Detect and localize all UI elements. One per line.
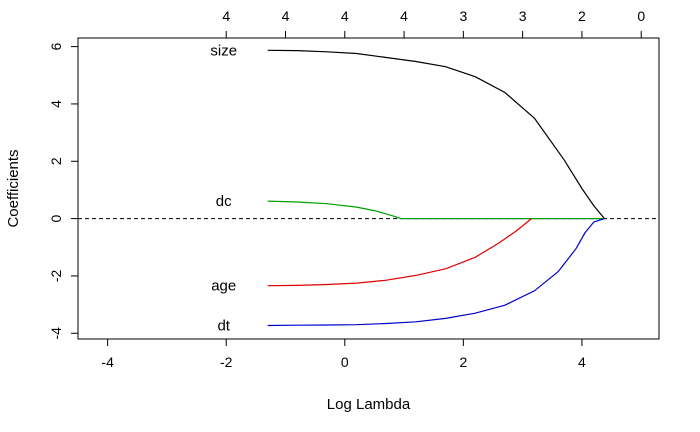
top-tick-label: 4 bbox=[282, 8, 290, 24]
x-axis: -4 -2 0 2 4 bbox=[101, 338, 586, 370]
y-axis-title: Coefficients bbox=[5, 149, 22, 227]
y-tick-label: -4 bbox=[48, 327, 64, 340]
x-tick-label: -2 bbox=[220, 354, 233, 370]
y-tick-label: 6 bbox=[48, 42, 64, 50]
series-line-dt bbox=[267, 218, 605, 327]
y-tick-label: 2 bbox=[48, 157, 64, 165]
x-tick-label: 2 bbox=[459, 354, 467, 370]
plot-frame bbox=[77, 37, 660, 340]
x-tick-label: 4 bbox=[578, 354, 586, 370]
top-tick-label: 4 bbox=[222, 8, 230, 24]
y-tick-label: 4 bbox=[48, 100, 64, 108]
x-tick-label: 0 bbox=[341, 354, 349, 370]
top-tick-label: 2 bbox=[578, 8, 586, 24]
y-tick-label: 0 bbox=[48, 214, 64, 222]
y-tick-label: -2 bbox=[48, 269, 64, 282]
series-line-size bbox=[267, 49, 605, 219]
series-line-age bbox=[267, 218, 532, 287]
top-tick-label: 4 bbox=[400, 8, 408, 24]
series-label-dc: dc bbox=[216, 193, 232, 210]
series-line-dc bbox=[267, 200, 605, 220]
x-axis-title: Log Lambda bbox=[327, 396, 411, 413]
series-label-age: age bbox=[211, 278, 236, 295]
series-label-size: size bbox=[210, 42, 237, 59]
series-layer bbox=[267, 49, 605, 327]
top-axis: 4 4 4 4 3 3 2 0 bbox=[222, 8, 645, 39]
top-tick-label: 4 bbox=[341, 8, 349, 24]
top-tick-label: 3 bbox=[459, 8, 467, 24]
y-axis: -4 -2 0 2 4 6 bbox=[48, 42, 79, 340]
x-tick-label: -4 bbox=[101, 354, 114, 370]
series-labels: size dc age dt bbox=[210, 42, 237, 334]
top-tick-label: 3 bbox=[519, 8, 527, 24]
top-tick-label: 0 bbox=[637, 8, 645, 24]
series-label-dt: dt bbox=[217, 318, 230, 335]
